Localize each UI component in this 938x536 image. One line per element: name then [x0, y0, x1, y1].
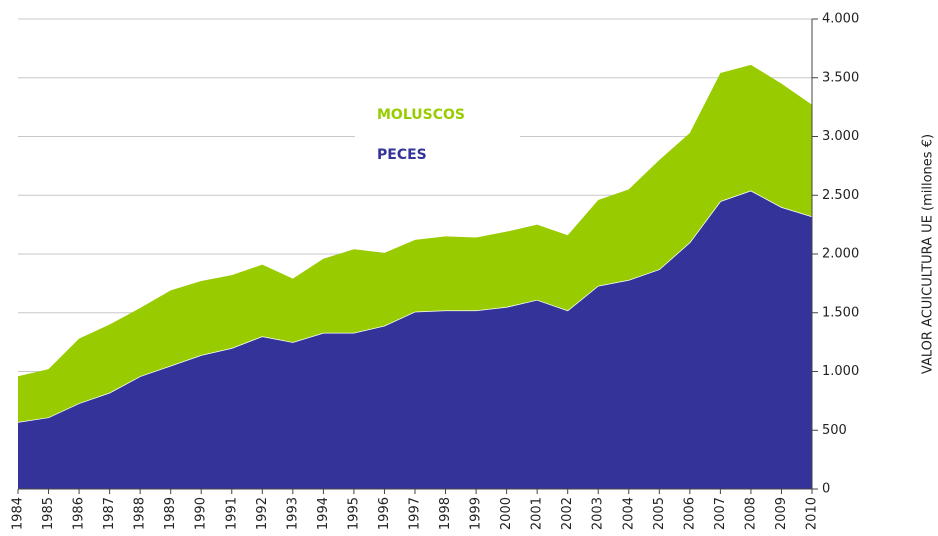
- x-tick-label: 2003: [591, 497, 606, 530]
- y-tick-label: 1.000: [822, 364, 859, 379]
- x-tick-label: 1986: [72, 497, 87, 530]
- x-tick-label: 1992: [255, 497, 270, 530]
- x-tick-label: 1987: [102, 497, 117, 530]
- y-tick-label: 2.000: [822, 247, 859, 262]
- x-tick-label: 1995: [346, 497, 361, 530]
- x-tick-label: 1989: [163, 497, 178, 530]
- x-tick-label: 1998: [438, 497, 453, 530]
- x-tick-label: 1999: [469, 497, 484, 530]
- area: [18, 190, 812, 490]
- y-tick-label: 3.000: [822, 129, 859, 144]
- y-tick-label: 2.500: [822, 188, 859, 203]
- x-tick-label: 1994: [316, 497, 331, 530]
- x-tick-label: 1988: [133, 497, 148, 530]
- x-tick-label: 2002: [560, 497, 575, 530]
- x-tick-label: 1997: [408, 497, 423, 530]
- y-axis-label: VALOR ACUICULTURA UE (millones €): [921, 134, 936, 374]
- x-tick-label: 1985: [41, 497, 56, 530]
- legend-label: MOLUSCOS: [377, 107, 465, 123]
- x-tick-label: 2000: [499, 497, 514, 530]
- y-tick-label: 3.500: [822, 70, 859, 85]
- x-tick-label: 2010: [805, 497, 820, 530]
- x-tick-label: 2006: [682, 497, 697, 530]
- y-tick-label: 0: [822, 482, 830, 497]
- x-tick-label: 1984: [11, 497, 26, 530]
- area: [18, 64, 812, 423]
- x-tick-label: 1991: [224, 497, 239, 530]
- x-tick-label: 2009: [774, 497, 789, 530]
- x-tick-label: 2004: [621, 497, 636, 530]
- x-tick-label: 2005: [652, 497, 667, 530]
- y-tick-label: 500: [822, 423, 847, 438]
- legend-label: PECES: [377, 147, 427, 163]
- x-tick-label: 2008: [743, 497, 758, 530]
- y-tick-label: 1.500: [822, 305, 859, 320]
- x-tick-label: 2001: [530, 497, 545, 530]
- x-tick-label: 2007: [713, 497, 728, 530]
- x-tick-label: 1996: [377, 497, 392, 530]
- legend-background: [355, 95, 520, 175]
- x-tick-label: 1990: [194, 497, 209, 530]
- x-tick-label: 1993: [285, 497, 300, 530]
- y-tick-label: 4.000: [822, 12, 859, 27]
